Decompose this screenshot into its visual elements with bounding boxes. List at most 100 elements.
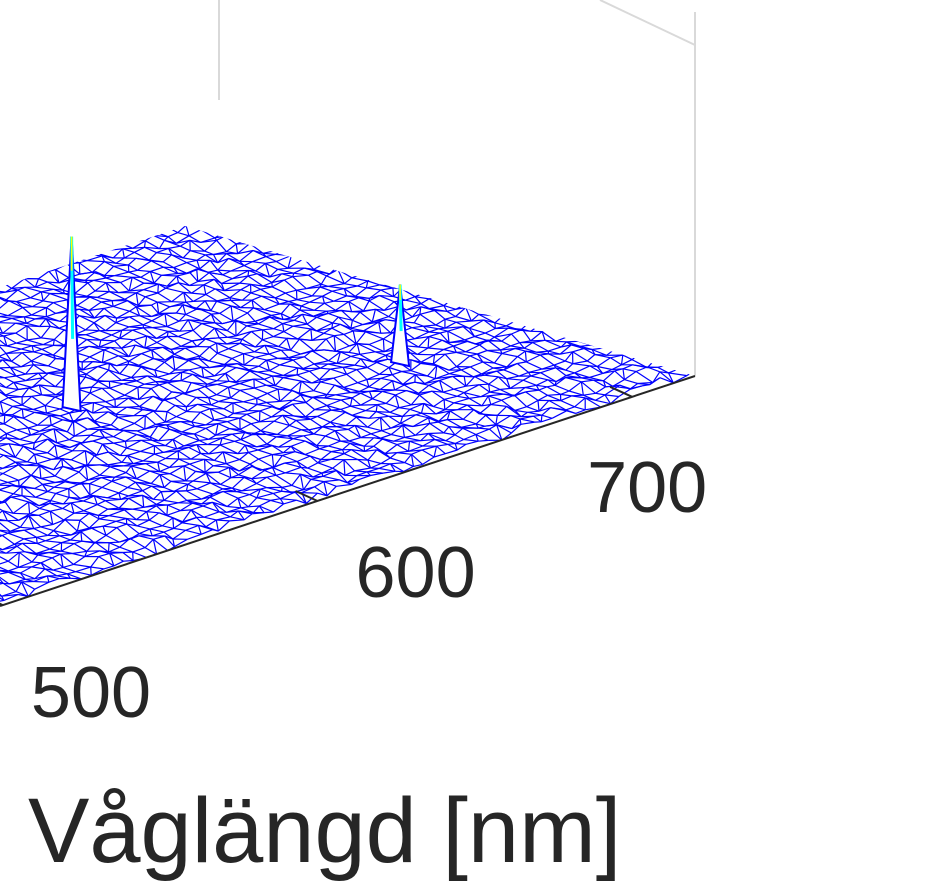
mesh-line [213,451,224,461]
mesh-line [560,393,572,397]
mesh-line [593,379,606,388]
mesh-line [199,438,209,442]
mesh-line [244,431,252,436]
mesh-line [321,467,333,474]
mesh-line [34,438,48,444]
mesh-line [126,517,137,521]
mesh-line [513,387,526,397]
mesh-line [52,553,62,559]
mesh-line [199,346,211,357]
mesh-line [406,338,415,341]
mesh-line [443,398,455,404]
mesh-line [165,457,179,460]
mesh-line [485,332,495,338]
mesh-line [409,352,422,363]
mesh-line [114,275,133,278]
mesh-line [343,449,352,455]
mesh-line [3,454,16,463]
mesh-line [228,386,241,391]
mesh-line [394,384,405,391]
mesh-line [149,470,160,473]
mesh-line [105,534,120,543]
mesh-line [389,411,403,417]
mesh-line [428,336,443,341]
mesh-line [475,423,485,427]
mesh-line [139,395,154,407]
mesh-line [154,445,164,453]
mesh-line [98,552,110,558]
mesh-line [0,336,8,347]
mesh-line [389,407,400,413]
mesh-line [443,348,457,353]
mesh-line [344,277,353,285]
mesh-line [490,403,507,407]
mesh-line [156,335,168,339]
mesh-line [12,405,23,410]
mesh-line [354,424,372,435]
mesh-line [179,319,189,332]
mesh-line [218,511,231,518]
mesh-line [509,379,524,389]
mesh-line [603,370,616,382]
mesh-line [180,421,195,427]
mesh-line [73,540,82,545]
mesh-line [474,332,486,338]
mesh-line [141,349,152,355]
mesh-line [73,556,86,565]
mesh-line [313,338,327,352]
mesh-line [249,370,265,380]
mesh-line [340,323,352,329]
mesh-line [337,267,353,271]
mesh-line [33,575,48,583]
mesh-line [254,314,272,322]
mesh-line [281,313,291,319]
mesh-line [175,226,187,227]
mesh-line [343,382,358,388]
mesh-line [366,467,380,473]
mesh-line [140,276,155,284]
mesh-line [140,450,155,455]
mesh-line [98,508,109,516]
mesh-line [313,390,328,396]
mesh-line [390,462,405,465]
mesh-line [496,424,512,434]
mesh-line [483,319,496,324]
mesh-line [54,475,66,481]
mesh-line [328,440,341,447]
mesh-line [94,534,107,544]
mesh-line [301,429,314,435]
mesh-line [484,370,498,376]
mesh-line [239,342,255,353]
mesh-line [176,445,185,450]
mesh-line [0,529,11,532]
mesh-line [256,392,268,399]
mesh-line [107,507,120,510]
mesh-line [0,377,7,389]
mesh-line [3,416,14,425]
mesh-line [444,318,457,323]
mesh-line [162,346,175,355]
mesh-line [178,458,191,465]
mesh-line [247,312,256,322]
mesh-line [453,388,465,394]
mesh-line [119,337,134,341]
mesh-line [292,276,307,290]
mesh-line [317,492,328,497]
mesh-line [519,415,534,420]
mesh-line [380,287,393,291]
mesh-line [217,257,229,264]
mesh-line [326,404,341,410]
mesh-line [86,338,100,348]
mesh-line [217,520,230,532]
mesh-line [405,299,422,305]
mesh-line [500,347,516,351]
mesh-line [288,299,298,303]
mesh-line [3,423,17,431]
mesh-line [49,542,62,550]
mesh-line [49,502,64,505]
mesh-line [413,322,424,327]
mesh-line [201,322,216,325]
mesh-line [41,337,55,341]
mesh-line [572,351,588,362]
mesh-line [204,383,218,388]
